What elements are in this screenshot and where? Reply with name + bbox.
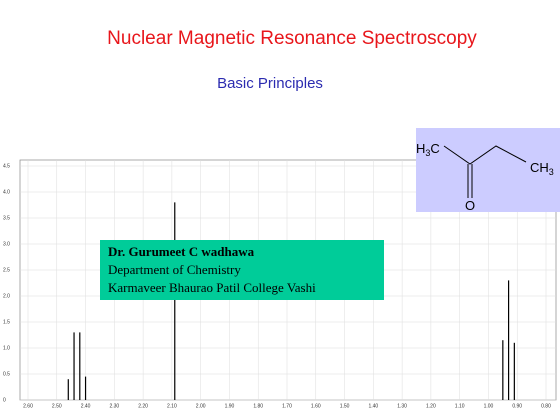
author-department: Department of Chemistry: [108, 262, 241, 277]
x-tick-label: 2.00: [196, 403, 206, 409]
y-tick-label: 4.5: [3, 163, 10, 169]
x-tick-label: 1.70: [282, 403, 292, 409]
author-college: Karmaveer Bhaurao Patil College Vashi: [108, 280, 316, 295]
methyl-right: CH3: [530, 160, 554, 177]
author-name: Dr. Gurumeet C wadhawa: [108, 244, 255, 259]
x-tick-label: 2.10: [167, 403, 177, 409]
x-tick-label: 1.60: [311, 403, 321, 409]
y-tick-label: 4.0: [3, 189, 10, 195]
title: Nuclear Magnetic Resonance Spectroscopy: [107, 28, 477, 49]
y-tick-label: 2.5: [3, 267, 10, 273]
x-tick-label: 0.80: [541, 403, 551, 409]
molecule-box: [416, 128, 560, 212]
methyl-left: H3C: [416, 141, 440, 158]
x-tick-label: 1.50: [340, 403, 350, 409]
x-tick-label: 1.30: [397, 403, 407, 409]
oxygen: O: [465, 198, 475, 213]
x-tick-label: 2.20: [138, 403, 148, 409]
bond: [443, 145, 527, 165]
x-tick-label: 1.40: [368, 403, 378, 409]
y-tick-label: 0: [3, 397, 6, 403]
x-tick-label: 1.90: [225, 403, 235, 409]
x-tick-label: 1.80: [253, 403, 263, 409]
x-tick-label: 1.20: [426, 403, 436, 409]
x-tick-label: 1.00: [484, 403, 494, 409]
x-tick-label: 2.40: [81, 403, 91, 409]
subtitle: Basic Principles: [217, 75, 323, 92]
y-tick-label: 2.0: [3, 293, 10, 299]
x-tick-label: 2.50: [52, 403, 62, 409]
y-tick-label: 1.0: [3, 345, 10, 351]
x-tick-label: 1.10: [455, 403, 465, 409]
x-tick-label: 2.60: [23, 403, 33, 409]
author-box: [100, 240, 384, 300]
x-tick-label: 0.90: [512, 403, 522, 409]
y-tick-label: 0.5: [3, 371, 10, 377]
y-tick-label: 3.5: [3, 215, 10, 221]
y-tick-label: 1.5: [3, 319, 10, 325]
x-tick-label: 2.30: [109, 403, 119, 409]
y-tick-label: 3.0: [3, 241, 10, 247]
